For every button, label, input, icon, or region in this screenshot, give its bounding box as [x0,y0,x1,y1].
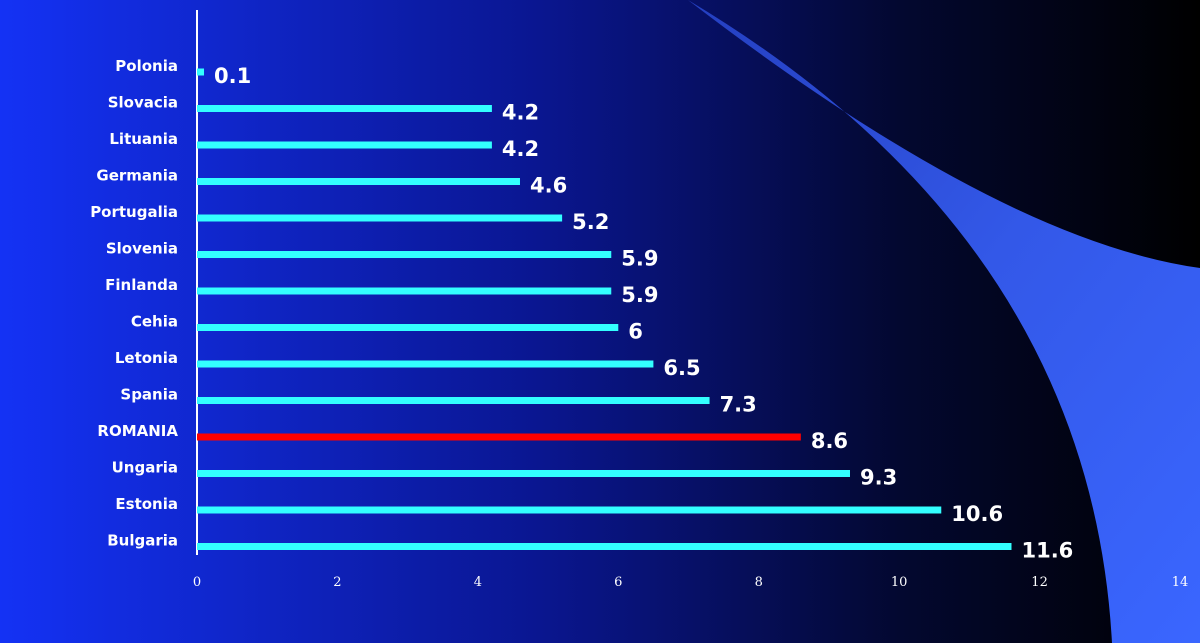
bar [197,324,619,331]
value-label: 6.5 [663,356,700,380]
bar [197,397,710,404]
bar [197,214,563,222]
bar [197,360,654,368]
bar [197,68,205,76]
value-label: 4.2 [502,137,539,161]
decorative-swoosh [688,0,1200,643]
bar [197,470,850,477]
category-label: Estonia [115,495,178,513]
x-tick-label: 14 [1172,575,1189,590]
value-label: 9.3 [860,466,897,490]
value-label: 11.6 [1021,539,1073,563]
value-label: 7.3 [720,393,757,417]
category-label: Cehia [131,313,178,331]
value-label: 4.2 [502,101,539,125]
value-label: 5.2 [572,210,609,234]
category-label: Finlanda [105,276,178,294]
category-label: Slovacia [108,94,178,112]
value-label: 10.6 [951,502,1003,526]
x-tick-label: 10 [891,575,908,590]
bar [197,141,492,149]
category-label: Polonia [115,57,178,75]
x-tick-label: 2 [333,575,341,590]
bar [197,433,801,441]
category-label: Bulgaria [107,532,178,550]
x-tick-label: 6 [614,575,622,590]
x-tick-label: 4 [474,575,482,590]
category-label: Portugalia [90,203,178,221]
category-label: Spania [120,386,178,404]
value-label: 8.6 [811,429,848,453]
category-label: Slovenia [106,240,178,258]
bar [197,251,612,258]
x-tick-label: 0 [193,575,201,590]
bar [197,287,612,295]
x-tick-label: 12 [1031,575,1048,590]
category-label: Lituania [109,130,178,148]
value-label: 0.1 [214,64,251,88]
value-label: 4.6 [530,174,567,198]
bar [197,105,492,112]
x-tick-label: 8 [755,575,763,590]
bar [197,543,1012,550]
category-label: Germania [96,167,178,185]
value-label: 6 [628,320,643,344]
category-label: Letonia [115,349,178,367]
category-label: ROMANIA [97,422,178,440]
category-label: Ungaria [112,459,178,477]
bar [197,506,942,514]
value-label: 5.9 [621,247,658,271]
value-label: 5.9 [621,283,658,307]
bar [197,178,520,185]
